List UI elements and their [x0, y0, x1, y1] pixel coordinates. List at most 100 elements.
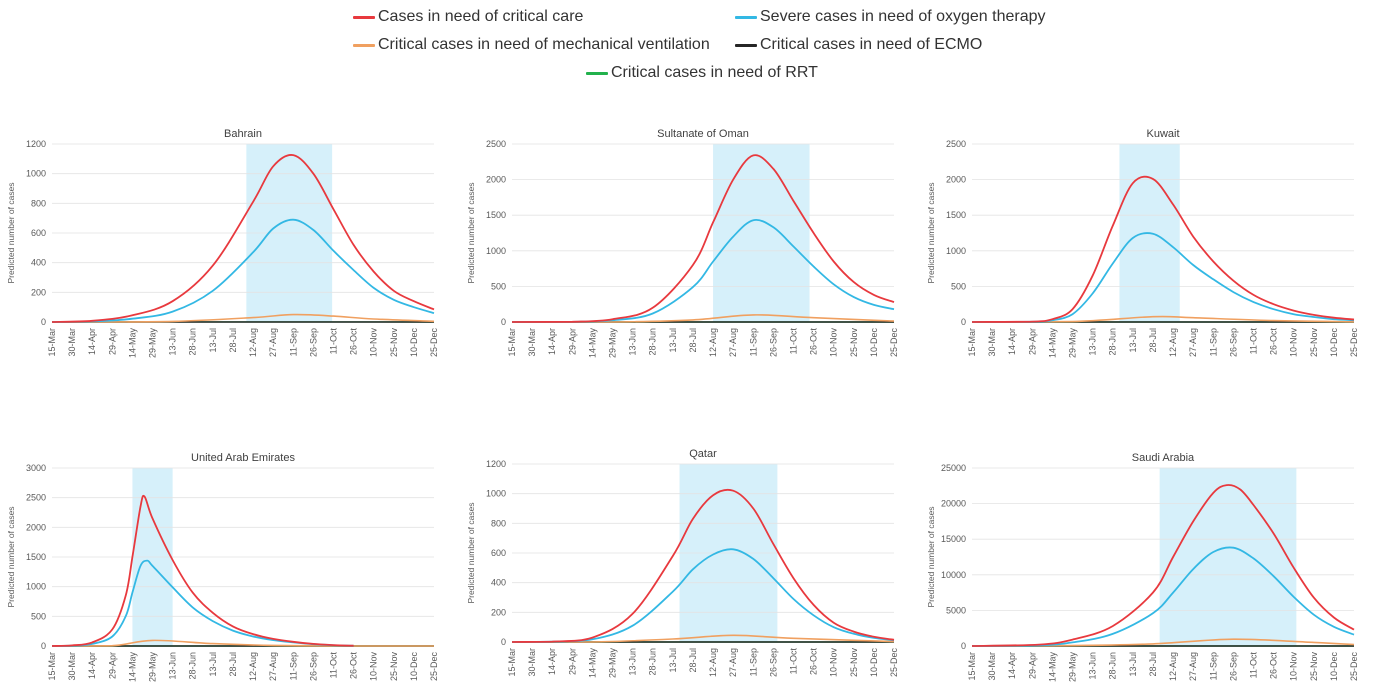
x-tick-label: 10-Dec	[1329, 652, 1339, 682]
x-tick-label: 28-Jun	[648, 328, 658, 356]
x-tick-label: 29-Apr	[107, 328, 117, 355]
x-tick-label: 13-Jun	[628, 328, 638, 356]
x-tick-label: 26-Sep	[1228, 328, 1238, 357]
y-tick-label: 5000	[946, 605, 966, 615]
x-tick-label: 15-Mar	[967, 652, 977, 681]
chart-title: Kuwait	[1146, 128, 1179, 140]
y-tick-label: 1200	[26, 139, 46, 149]
x-tick-label: 27-Aug	[268, 328, 278, 357]
x-tick-label: 26-Oct	[1269, 652, 1279, 680]
x-tick-label: 14-May	[587, 648, 597, 679]
legend-item-critical-care: Cases in need of critical care	[353, 8, 583, 26]
y-tick-label: 2000	[26, 522, 46, 532]
x-tick-label: 27-Aug	[1188, 328, 1198, 357]
y-tick-label: 1500	[946, 210, 966, 220]
x-tick-label: 11-Sep	[288, 652, 298, 680]
y-tick-label: 500	[31, 611, 46, 621]
y-tick-label: 2500	[486, 139, 506, 149]
chart-legend: Cases in need of critical care Severe ca…	[0, 0, 1381, 90]
x-tick-label: 15-Mar	[967, 328, 977, 357]
y-tick-label: 1000	[486, 489, 506, 499]
y-tick-label: 500	[491, 281, 506, 291]
y-axis-label: Predicted number of cases	[466, 502, 476, 603]
x-tick-label: 26-Sep	[308, 328, 318, 357]
x-tick-label: 13-Jul	[668, 328, 678, 353]
y-tick-label: 0	[961, 317, 966, 327]
x-tick-label: 29-Apr	[567, 648, 577, 675]
y-tick-label: 20000	[941, 499, 966, 509]
y-tick-label: 1500	[26, 552, 46, 562]
x-tick-label: 13-Jul	[1128, 652, 1138, 677]
x-tick-label: 27-Aug	[1188, 652, 1198, 681]
y-tick-label: 2000	[486, 175, 506, 185]
y-tick-label: 1200	[486, 459, 506, 469]
x-tick-label: 13-Jun	[168, 652, 178, 680]
x-tick-label: 12-Aug	[1168, 328, 1178, 357]
x-tick-label: 25-Dec	[889, 648, 899, 678]
x-tick-label: 11-Sep	[748, 648, 758, 676]
series-line-severe-cases-in-need-of-oxygen-therapy	[52, 220, 434, 322]
y-axis-label: Predicted number of cases	[6, 506, 16, 607]
highlight-band	[1160, 468, 1297, 646]
y-axis-label: Predicted number of cases	[926, 182, 936, 283]
x-tick-label: 26-Sep	[1228, 652, 1238, 681]
y-tick-label: 400	[491, 578, 506, 588]
x-tick-label: 13-Jul	[208, 328, 218, 353]
x-tick-label: 10-Nov	[1289, 652, 1299, 682]
x-tick-label: 29-May	[608, 648, 618, 679]
x-tick-label: 14-Apr	[87, 328, 97, 355]
x-tick-label: 29-May	[1068, 328, 1078, 359]
x-tick-label: 26-Sep	[768, 328, 778, 357]
x-tick-label: 15-Mar	[507, 328, 517, 357]
x-tick-label: 26-Oct	[349, 652, 359, 680]
y-tick-label: 600	[31, 228, 46, 238]
x-tick-label: 13-Jun	[1088, 328, 1098, 356]
series-line-cases-in-need-of-critical-care	[52, 496, 354, 646]
x-tick-label: 12-Aug	[708, 648, 718, 677]
x-tick-label: 25-Dec	[429, 328, 439, 358]
x-tick-label: 28-Jul	[688, 328, 698, 353]
y-tick-label: 2500	[26, 493, 46, 503]
x-tick-label: 15-Mar	[507, 648, 517, 677]
y-tick-label: 800	[31, 198, 46, 208]
x-tick-label: 28-Jun	[188, 652, 198, 680]
x-tick-label: 26-Sep	[768, 648, 778, 677]
x-tick-label: 14-May	[1047, 328, 1057, 359]
x-tick-label: 12-Aug	[248, 328, 258, 357]
y-tick-label: 2500	[946, 139, 966, 149]
x-tick-label: 30-Mar	[987, 652, 997, 681]
x-tick-label: 28-Jul	[228, 652, 238, 677]
x-tick-label: 28-Jun	[188, 328, 198, 356]
x-tick-label: 11-Sep	[1208, 652, 1218, 680]
y-tick-label: 200	[491, 607, 506, 617]
x-tick-label: 25-Nov	[849, 648, 859, 678]
chart-title: United Arab Emirates	[191, 452, 295, 464]
legend-swatch-ecmo	[735, 44, 757, 47]
x-tick-label: 11-Oct	[788, 328, 798, 355]
x-tick-label: 12-Aug	[248, 652, 258, 681]
x-tick-label: 14-Apr	[87, 652, 97, 679]
x-tick-label: 30-Mar	[987, 328, 997, 357]
x-tick-label: 14-Apr	[1007, 652, 1017, 679]
x-tick-label: 26-Oct	[1269, 328, 1279, 356]
x-tick-label: 13-Jul	[1128, 328, 1138, 353]
y-tick-label: 1000	[486, 246, 506, 256]
y-tick-label: 600	[491, 548, 506, 558]
legend-swatch-oxygen-therapy	[735, 16, 757, 19]
chart-title: Saudi Arabia	[1132, 452, 1195, 464]
x-tick-label: 30-Mar	[67, 652, 77, 681]
y-tick-label: 1000	[26, 582, 46, 592]
x-tick-label: 11-Oct	[328, 652, 338, 679]
x-tick-label: 14-Apr	[1007, 328, 1017, 355]
x-tick-label: 25-Dec	[1349, 328, 1359, 358]
y-tick-label: 2000	[946, 175, 966, 185]
y-tick-label: 3000	[26, 463, 46, 473]
y-tick-label: 200	[31, 287, 46, 297]
x-tick-label: 27-Aug	[268, 652, 278, 681]
x-tick-label: 11-Sep	[1208, 328, 1218, 356]
x-tick-label: 29-May	[148, 652, 158, 683]
